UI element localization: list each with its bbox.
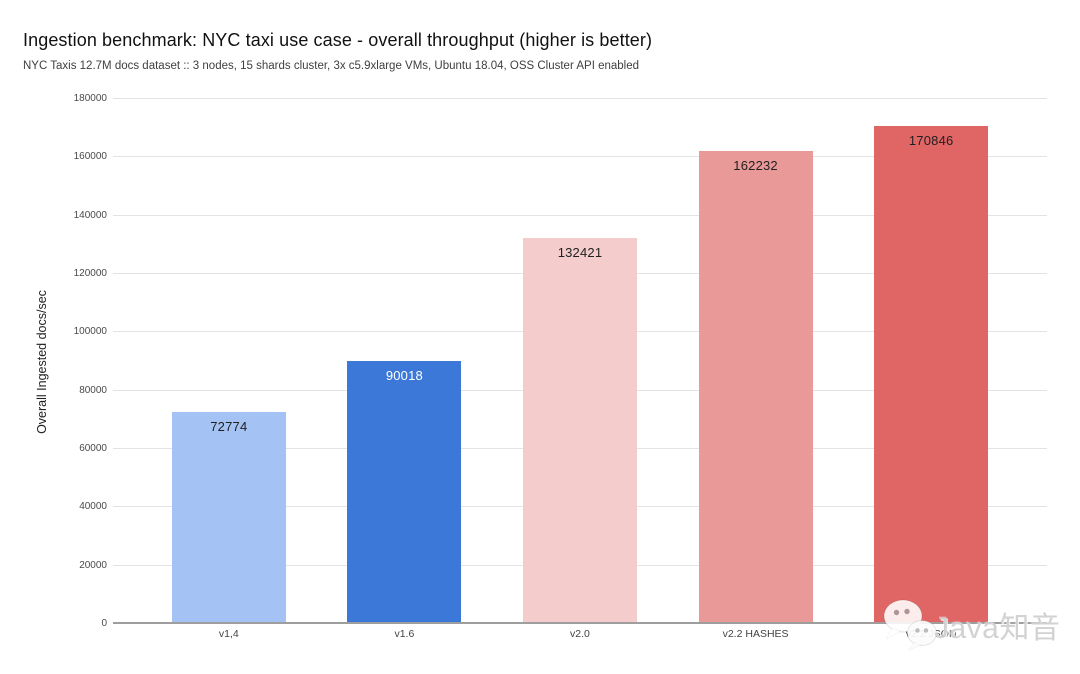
x-tick-label: v2.0 xyxy=(570,628,590,640)
bar-value-label: 170846 xyxy=(908,132,954,148)
y-tick-label: 100000 xyxy=(73,326,107,338)
bar-value-label: 90018 xyxy=(385,368,423,384)
bar-slot: 162232 xyxy=(668,99,844,624)
bar-slot: 132421 xyxy=(492,99,668,624)
y-tick-label: 180000 xyxy=(73,93,107,104)
bar-v2.0: 132421 xyxy=(522,237,637,624)
x-tick-label: v2.2 HASHES xyxy=(722,628,789,640)
y-tick-label: 140000 xyxy=(73,209,107,221)
y-tick-label: 0 xyxy=(101,618,107,629)
y-tick-label: 60000 xyxy=(79,443,107,454)
y-tick-label: 80000 xyxy=(79,384,107,396)
gridline xyxy=(113,214,1047,216)
bar-value-label: 132421 xyxy=(557,244,603,260)
x-tick-label: v2.2 JSON xyxy=(905,628,957,640)
gridline xyxy=(113,156,1047,158)
chart-subtitle: NYC Taxis 12.7M docs dataset :: 3 nodes,… xyxy=(23,60,640,72)
x-tick-label: v1.6 xyxy=(394,628,415,640)
x-tick-label: v1,4 xyxy=(218,628,239,640)
x-axis-labels: v1,4 v1.6 v2.0 v2.2 HASHES v2.2 JSON xyxy=(113,628,1047,640)
y-tick-label: 160000 xyxy=(73,151,107,163)
bar-value-label: 162232 xyxy=(733,157,778,173)
x-axis-line xyxy=(113,622,1047,624)
bar-slot: 90018 xyxy=(317,99,493,624)
y-tick-label: 120000 xyxy=(73,268,107,279)
gridline xyxy=(113,98,1047,99)
bar-v1,4: 72774 xyxy=(171,411,286,624)
y-axis-title: Overall Ingested docs/sec xyxy=(35,290,49,434)
bar-value-label: 72774 xyxy=(210,418,248,434)
y-tick-label: 40000 xyxy=(79,501,107,513)
bar-v2.2 HASHES: 162232 xyxy=(698,150,813,624)
chart-title: Ingestion benchmark: NYC taxi use case -… xyxy=(23,30,653,50)
bar-v1.6: 90018 xyxy=(347,361,462,624)
plot-area: 0 20000 40000 60000 80000 100000 120000 140000 1… xyxy=(74,93,1047,640)
bar-v2.2 JSON: 170846 xyxy=(874,125,989,624)
bar-slot: 170846 xyxy=(843,99,1019,624)
bars-row: 72774 90018 132421 162232 170846 xyxy=(113,99,1047,624)
y-tick-label: 20000 xyxy=(79,559,107,571)
bar-slot: 72774 xyxy=(141,99,317,624)
